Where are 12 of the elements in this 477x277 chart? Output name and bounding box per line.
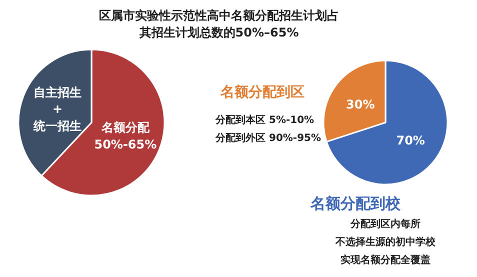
text: 不选择生源的初中学校 bbox=[334, 236, 436, 248]
text: 分配到区内每所 bbox=[350, 218, 420, 230]
text: 实现名额分配全覆盖 bbox=[340, 254, 430, 266]
text: 分配到本区 5%-10% bbox=[214, 114, 314, 126]
data-label: 30% bbox=[346, 97, 375, 112]
slice-label: 名额分配 50%-65% bbox=[94, 120, 157, 152]
data-label: 70% bbox=[396, 134, 425, 148]
slice-label: 名额分配到校 bbox=[310, 194, 402, 212]
text: 分配到外区 90%-95% bbox=[214, 132, 322, 144]
slice-label: 名额分配到区 bbox=[220, 84, 304, 100]
slice-label: 自主招生 + 统一招生 bbox=[32, 85, 82, 133]
text: 区属市实验性示范性高中名额分配招生计划占其招生计划总数的50%–65% bbox=[99, 8, 339, 40]
